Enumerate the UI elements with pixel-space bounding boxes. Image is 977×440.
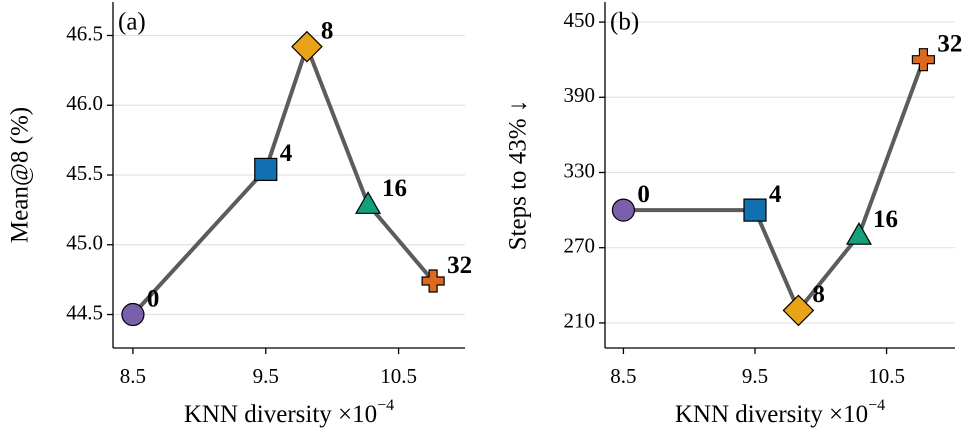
x-tick-label: 8.5 — [120, 364, 146, 388]
point-label: 8 — [321, 17, 334, 44]
y-tick-label: 45.5 — [66, 161, 103, 185]
x-axis-exponent: −4 — [868, 397, 885, 414]
point-label: 32 — [937, 30, 962, 57]
y-tick-label: 390 — [564, 83, 596, 107]
y-tick-label: 270 — [564, 234, 596, 258]
panel-label: (b) — [610, 9, 639, 36]
marker — [782, 294, 815, 327]
x-axis-exponent: −4 — [377, 397, 394, 414]
y-tick-label: 46.5 — [66, 21, 103, 45]
x-axis-label: KNN diversity ×10−4 — [184, 397, 394, 428]
y-tick-label: 44.5 — [66, 300, 103, 324]
x-axis-label: KNN diversity ×10−4 — [675, 397, 885, 428]
panel-label: (a) — [118, 9, 146, 36]
marker — [291, 30, 323, 63]
point-label: 32 — [447, 252, 472, 279]
marker — [121, 302, 145, 327]
marker — [611, 198, 636, 222]
marker — [845, 221, 872, 245]
point-label: 0 — [637, 181, 650, 208]
point-label: 16 — [382, 175, 407, 202]
x-axis-label-text: KNN diversity ×10 — [184, 401, 377, 428]
y-tick-label: 46.0 — [66, 91, 103, 115]
point-label: 0 — [147, 285, 160, 312]
y-tick-label: 450 — [564, 8, 596, 32]
x-axis-label-text: KNN diversity ×10 — [675, 401, 868, 428]
y-tick-label: 330 — [564, 158, 596, 182]
y-tick-label: 210 — [564, 309, 596, 333]
x-tick-label: 9.5 — [253, 364, 279, 388]
point-label: 8 — [812, 281, 825, 308]
y-tick-label: 45.0 — [66, 231, 103, 255]
point-label: 4 — [280, 140, 293, 167]
marker — [421, 269, 445, 293]
y-axis-label: Mean@8 (%) — [7, 107, 34, 243]
x-tick-label: 10.5 — [380, 364, 417, 388]
marker — [743, 198, 767, 222]
x-tick-label: 10.5 — [868, 364, 905, 388]
y-axis-label: Steps to 43% ↓ — [505, 100, 532, 251]
marker — [911, 48, 936, 72]
marker — [254, 157, 278, 182]
point-label: 16 — [873, 206, 898, 233]
x-tick-label: 8.5 — [610, 364, 636, 388]
point-label: 4 — [769, 181, 782, 208]
marker — [355, 191, 382, 214]
x-tick-label: 9.5 — [742, 364, 768, 388]
